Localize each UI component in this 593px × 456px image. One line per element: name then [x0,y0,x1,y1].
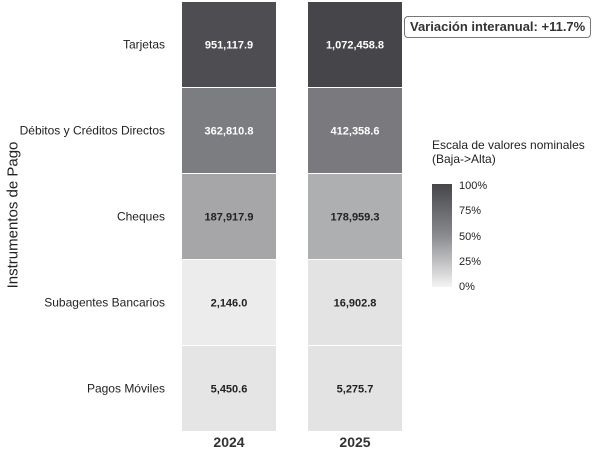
cell-value-label: 16,902.8 [334,298,377,310]
row-label: Cheques [117,210,165,224]
heatmap-cell [182,2,276,87]
heatmap-cell [182,346,276,431]
legend-tick-75: 75% [459,205,482,217]
legend-tick-100: 100% [459,180,488,192]
row-label: Tarjetas [123,38,165,52]
heatmap-cell [308,2,402,87]
legend-tick-0: 0% [459,281,475,293]
row-labels: Tarjetas Débitos y Créditos Directos Chequ… [20,38,165,396]
heatmap-cell [182,174,276,259]
row-label: Pagos Móviles [87,382,165,396]
cell-value-label: 412,358.6 [331,126,380,138]
heatmap-cell [308,88,402,173]
heatmap-cell [308,174,402,259]
cell-value-label: 951,117.9 [205,40,253,52]
row-label: Subagentes Bancarios [44,296,165,310]
cell-value-label: 2,146.0 [211,298,248,310]
y-axis-label-container: Instrumentos de Pago [0,0,26,456]
heatmap-cell [182,260,276,345]
legend-tick-25: 25% [459,256,482,268]
cell-value-label: 178,959.3 [331,212,380,224]
row-label: Débitos y Créditos Directos [20,124,165,138]
column-label: 2025 [339,434,370,450]
color-scale-legend: Escala de valores nominales (Baja->Alta)… [432,138,585,293]
legend-gradient-bar [432,184,452,287]
cell-value-label: 5,450.6 [211,384,248,396]
column-labels: 2024 2025 [213,434,370,450]
heatmap-cell [182,88,276,173]
cell-value-label: 5,275.7 [337,384,374,396]
y-axis-label: Instrumentos de Pago [4,141,22,289]
heatmap-cells: 951,117.9 1,072,458.8 362,810.8 412,358.6 18… [182,2,402,431]
legend-title-line-2: (Baja->Alta) [432,152,496,166]
heatmap-cell [308,346,402,431]
legend-tick-50: 50% [459,231,482,243]
cell-value-label: 362,810.8 [205,126,254,138]
legend-title-line-1: Escala de valores nominales [432,138,585,152]
yoy-change-annotation: Variación interanual: +11.7% [404,16,592,38]
cell-value-label: 1,072,458.8 [326,40,384,52]
cell-value-label: 187,917.9 [205,212,254,224]
column-label: 2024 [213,434,244,450]
heatmap-cell [308,260,402,345]
